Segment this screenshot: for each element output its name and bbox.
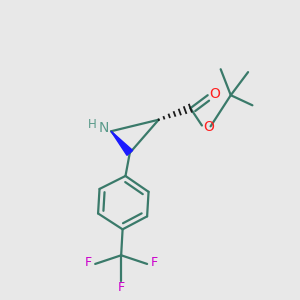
Polygon shape bbox=[111, 131, 133, 155]
Text: F: F bbox=[151, 256, 158, 269]
Text: F: F bbox=[118, 280, 125, 293]
Text: N: N bbox=[99, 122, 109, 135]
Text: O: O bbox=[203, 120, 214, 134]
Text: H: H bbox=[88, 118, 97, 130]
Text: O: O bbox=[209, 87, 220, 101]
Text: F: F bbox=[84, 256, 92, 269]
